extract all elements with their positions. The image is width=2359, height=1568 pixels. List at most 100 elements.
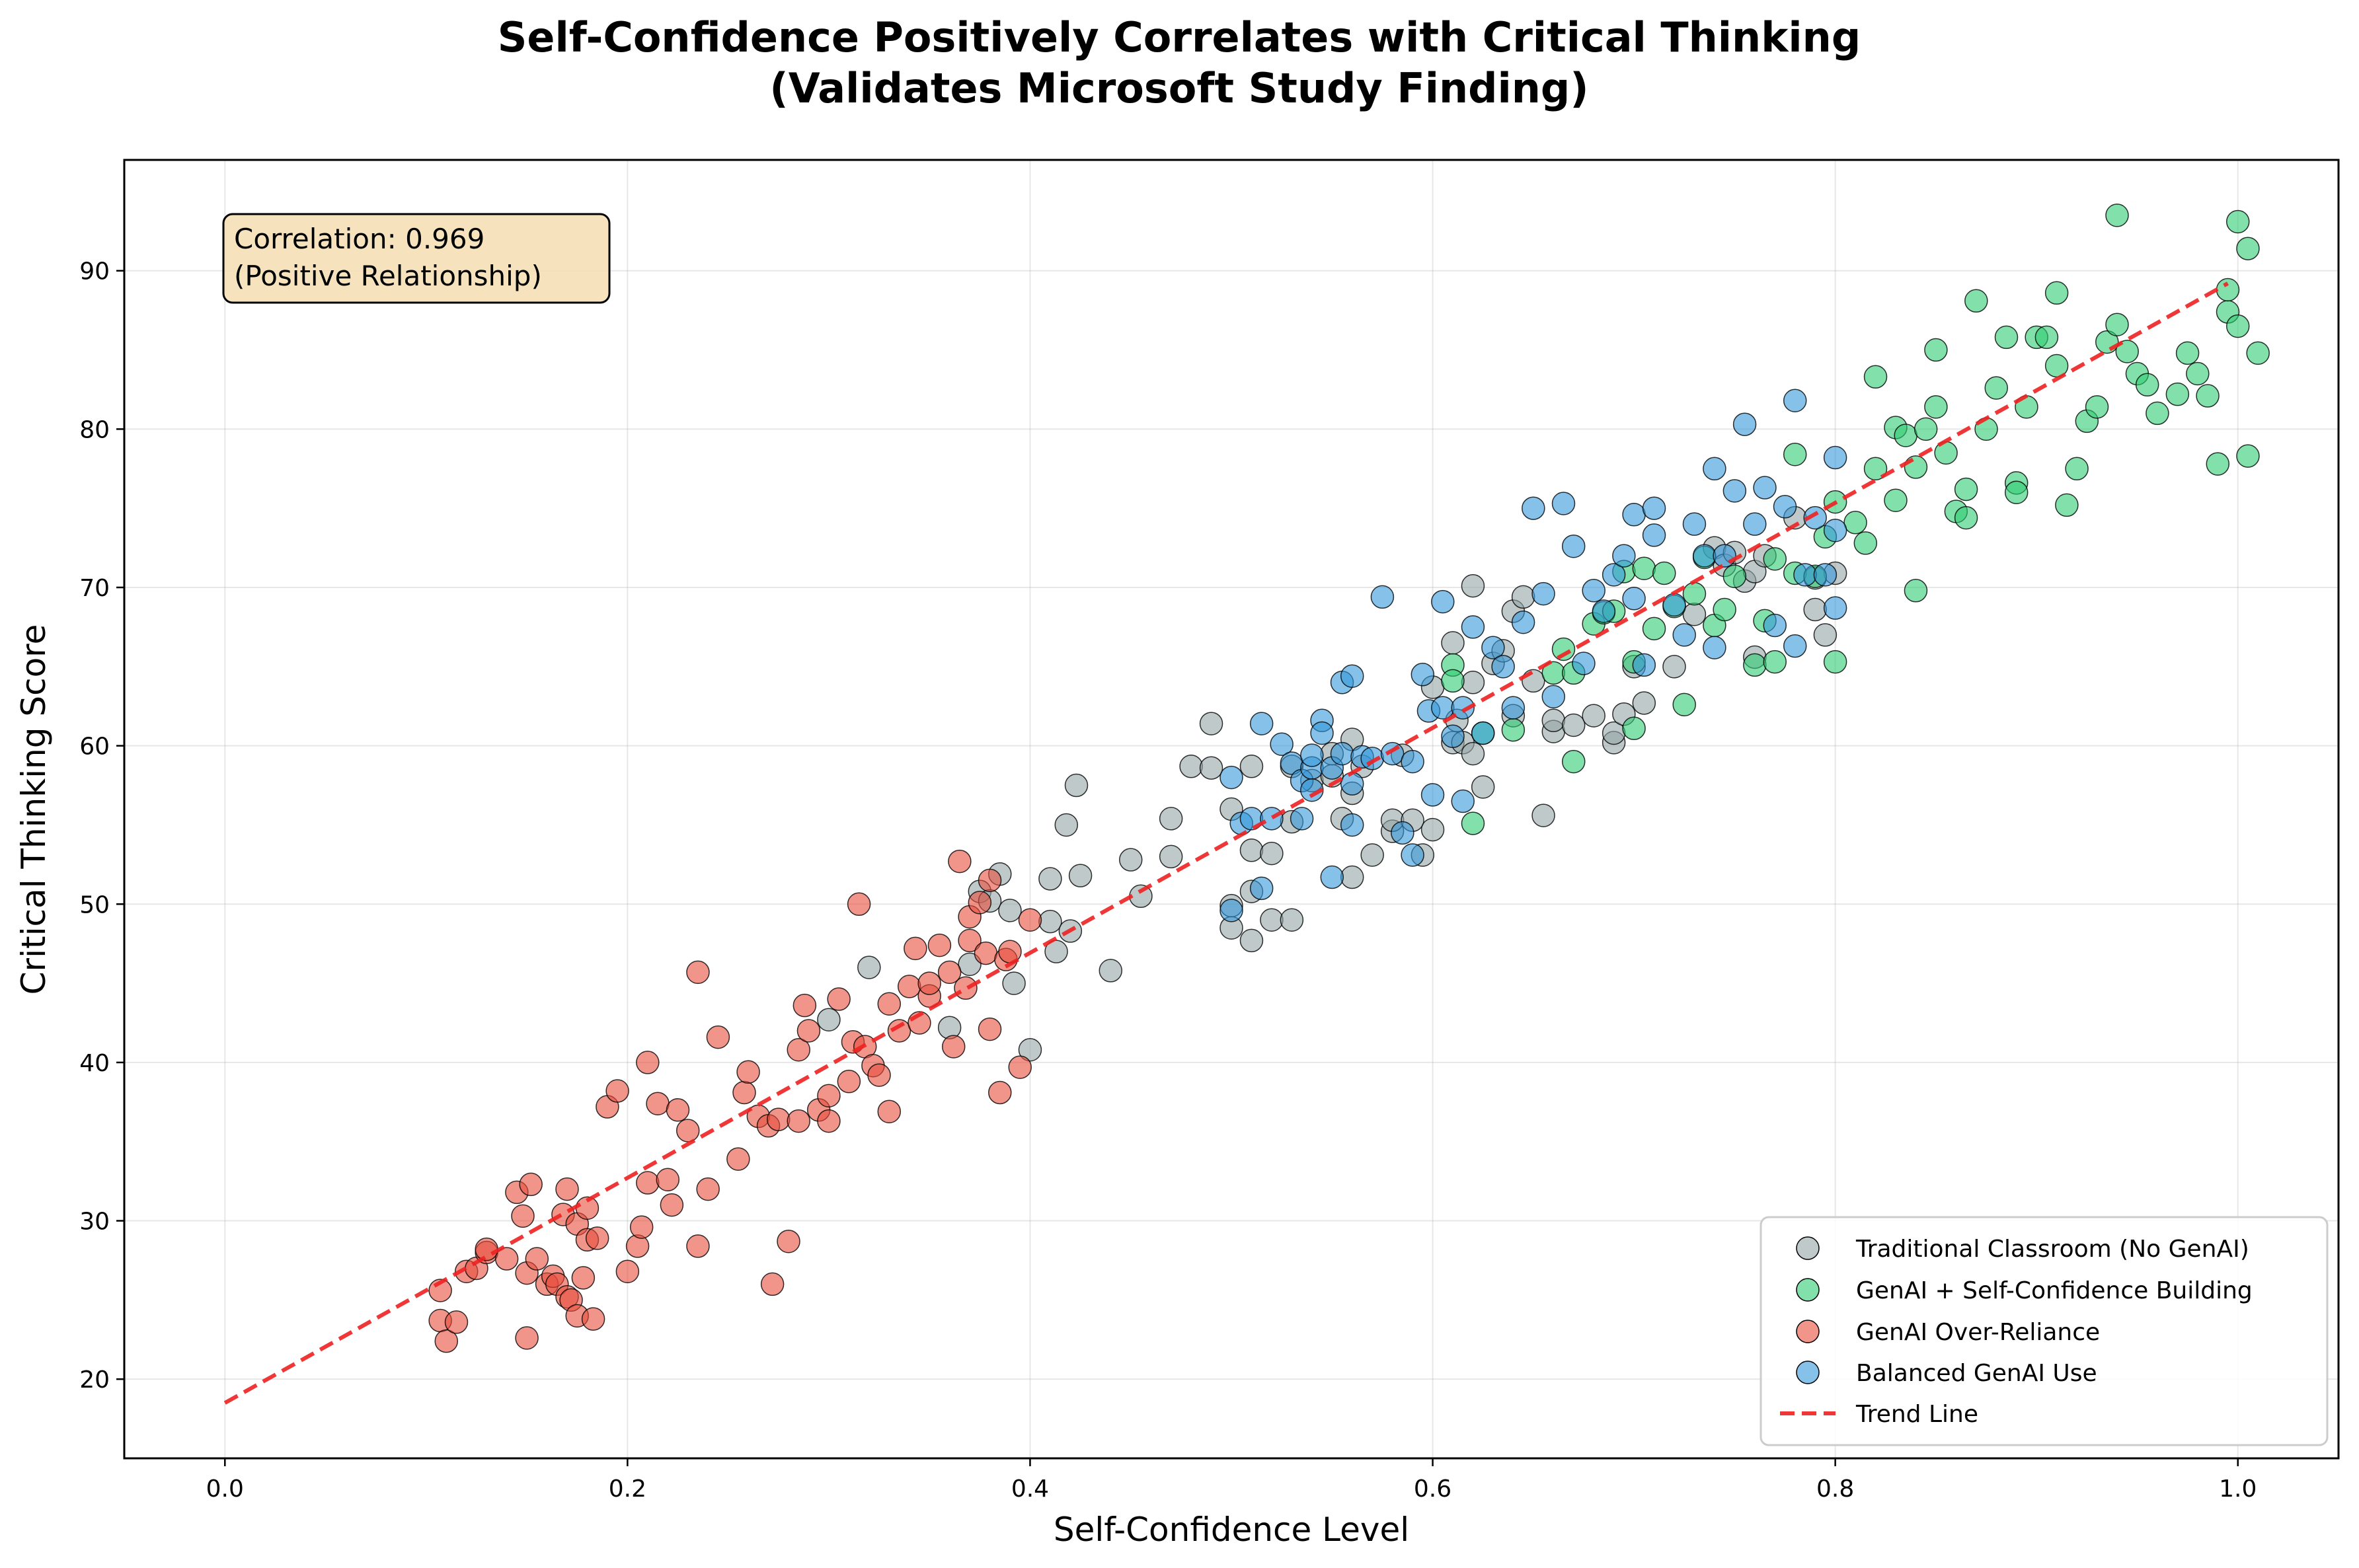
scatter-point [1793, 563, 1817, 587]
y-tick-label: 30 [79, 1209, 110, 1236]
scatter-point [1038, 867, 1062, 891]
chart-title-line-1: Self-Confidence Positively Correlates wi… [498, 13, 1861, 61]
legend-label-traditional: Traditional Classroom (No GenAI) [1855, 1236, 2249, 1263]
scatter-point [581, 1307, 605, 1331]
scatter-point [1954, 505, 1978, 530]
scatter-point [1954, 477, 1978, 502]
scatter-point [1692, 544, 1717, 568]
scatter-point [1813, 623, 1837, 647]
scatter-point [1722, 564, 1747, 588]
scatter-point [1662, 655, 1686, 679]
scatter-point [1431, 589, 1455, 614]
scatter-point [1491, 655, 1515, 679]
scatter-point [555, 1177, 579, 1201]
scatter-point [494, 1247, 519, 1271]
scatter-point [1441, 669, 1465, 693]
legend-marker-traditional [1796, 1236, 1820, 1260]
scatter-point [1561, 713, 1586, 737]
scatter-point [958, 952, 982, 977]
scatter-point [1290, 807, 1314, 831]
scatter-point [1732, 412, 1757, 436]
scatter-point [2186, 361, 2210, 386]
x-tick-label: 0.2 [609, 1475, 646, 1503]
scatter-point [988, 1080, 1012, 1105]
scatter-point [827, 987, 851, 1011]
scatter-point [1572, 652, 1596, 675]
scatter-point [1471, 721, 1495, 745]
y-tick-label: 70 [79, 575, 110, 602]
scatter-point [1401, 749, 1424, 774]
scatter-point [475, 1237, 498, 1261]
scatter-point [706, 1025, 730, 1049]
scatter-point [1743, 653, 1767, 677]
scatter-point [1219, 899, 1243, 922]
scatter-point [1703, 636, 1726, 659]
scatter-point [887, 1019, 911, 1043]
scatter-point [1270, 732, 1294, 756]
scatter-point [837, 1069, 861, 1094]
scatter-point [2105, 313, 2129, 336]
scatter-point [696, 1177, 720, 1201]
scatter-point [867, 1063, 891, 1087]
scatter-point [1501, 718, 1526, 742]
scatter-point [948, 849, 972, 874]
scatter-point [1582, 704, 1605, 728]
annotation-line-1: Correlation: 0.969 [234, 223, 484, 255]
scatter-point [1018, 908, 1042, 932]
scatter-point [1068, 864, 1093, 887]
scatter-point [998, 899, 1022, 922]
scatter-point [1260, 807, 1284, 831]
scatter-point [1753, 476, 1777, 500]
y-tick-label: 80 [79, 416, 110, 443]
legend-label-trend: Trend Line [1855, 1401, 1978, 1428]
scatter-point [1260, 841, 1284, 866]
scatter-point [1239, 755, 1264, 778]
scatter-point [1713, 544, 1736, 568]
scatter-point [796, 1019, 821, 1043]
y-tick-label: 50 [79, 891, 110, 918]
scatter-point [1652, 561, 1676, 585]
scatter-point [978, 868, 1002, 893]
legend-label-over-reliance: GenAI Over-Reliance [1856, 1319, 2100, 1346]
scatter-point [1823, 518, 1847, 542]
scatter-point [1863, 365, 1888, 389]
scatter-point [1249, 712, 1274, 735]
scatter-point [2246, 341, 2270, 365]
scatter-point [817, 1084, 841, 1107]
x-axis-label: Self-Confidence Level [1054, 1511, 1409, 1549]
scatter-point [777, 1229, 800, 1253]
scatter-point [1703, 457, 1726, 481]
scatter-point [1320, 865, 1344, 889]
scatter-point [660, 1193, 684, 1217]
scatter-point [1904, 579, 1928, 603]
scatter-point [2206, 452, 2230, 476]
scatter-point [1310, 721, 1334, 745]
scatter-point [937, 1016, 962, 1039]
scatter-point [2225, 209, 2250, 234]
x-tick-label: 0.0 [206, 1475, 244, 1503]
scatter-point [686, 1234, 710, 1258]
scatter-point [2115, 340, 2139, 363]
scatter-point [817, 1109, 841, 1133]
scatter-point [1853, 531, 1878, 555]
scatter-point [1582, 579, 1605, 603]
scatter-point [1380, 741, 1405, 766]
scatter-point [1340, 772, 1364, 796]
scatter-point [1964, 289, 1988, 313]
scatter-point [941, 1035, 966, 1059]
scatter-point [1461, 741, 1485, 766]
scatter-point [2146, 401, 2169, 426]
scatter-point [1471, 775, 1495, 799]
scatter-point [2004, 480, 2029, 504]
scatter-point [1622, 503, 1646, 527]
scatter-point [1300, 743, 1324, 767]
scatter-point [1360, 843, 1384, 867]
scatter-point [1672, 623, 1696, 647]
scatter-point [636, 1171, 660, 1195]
scatter-point [1401, 843, 1424, 867]
scatter-point [978, 1017, 1002, 1041]
scatter-point [646, 1092, 670, 1115]
scatter-point [1461, 615, 1485, 639]
scatter-point [1002, 971, 1026, 995]
scatter-point [1461, 811, 1485, 835]
